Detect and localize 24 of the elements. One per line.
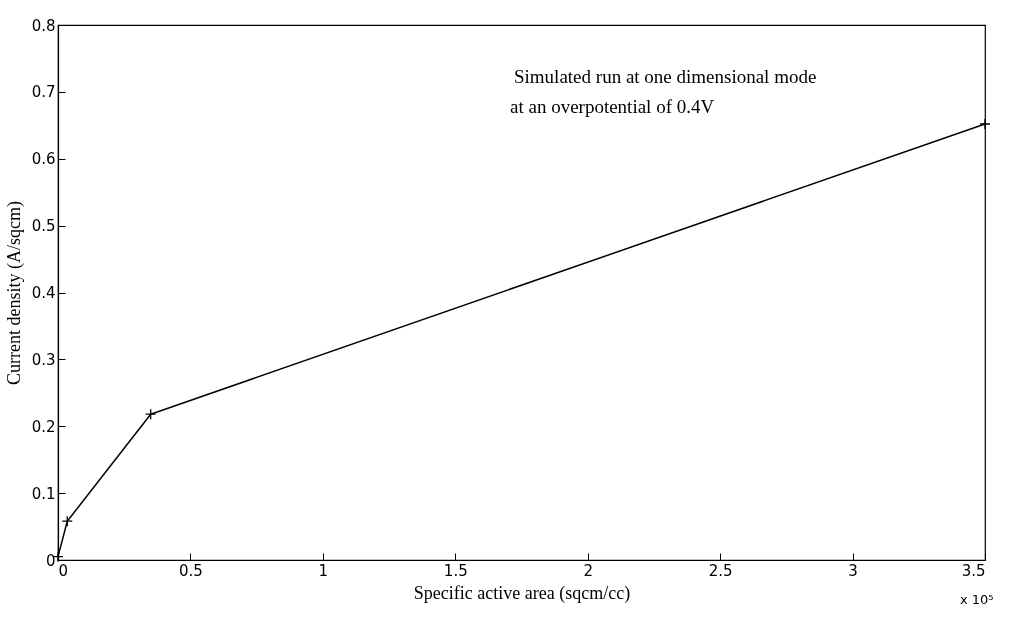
x-tick-label: 3 [848,561,858,580]
annotation: Simulated run at one dimensional mode [514,66,817,87]
y-tick-label: 0.4 [31,284,56,302]
annotation: at an overpotential of 0.4V [510,96,715,117]
x-tick-label: 0.5 [179,561,203,580]
x-axis-title: Specific active area (sqcm/cc) [413,582,631,604]
x-tick-label: 1.5 [443,561,468,580]
point [145,408,157,420]
point [61,515,73,527]
x-tick-label: 0 [58,561,69,580]
y-axis-title: Current density (A/sqcm) [3,201,25,385]
y-tick-label: 0.1 [31,484,56,503]
x-tick-label: 3.5 [961,561,986,580]
y-tick-label: 0.7 [31,83,56,102]
point [979,118,991,130]
x-tick-label: 2 [583,561,593,580]
y-tick-label: 0.3 [31,350,56,369]
y-tick-label: 0.5 [31,217,56,236]
y-tick-label: 0.8 [31,16,56,35]
y-tick-label: 0.2 [31,417,56,436]
text: x 10⁵ [960,592,994,607]
x-tick-label: 1 [318,561,329,580]
y-tick-label: 0.6 [31,150,56,169]
x-tick-label: 2.5 [708,561,733,580]
